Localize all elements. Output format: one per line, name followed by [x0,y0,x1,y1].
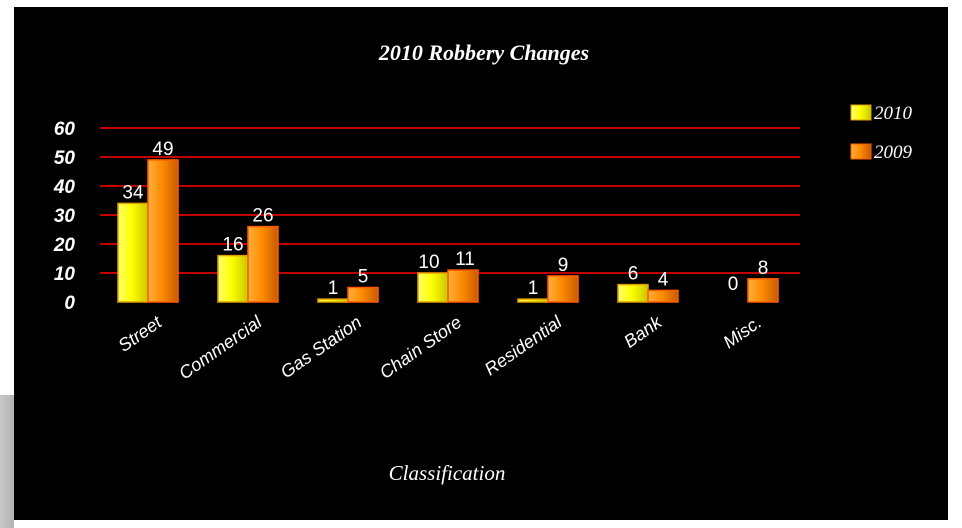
x-axis-ticks: Street Commercial Gas Station Chain Store Re… [114,311,765,383]
bar-2010-chain-store [417,272,449,303]
y-tick-label: 0 [64,293,75,314]
legend-label-2010: 2010 [874,103,913,124]
x-tick-label: Chain Store [376,312,465,383]
legend-swatch-2010 [850,104,872,121]
y-tick-label: 50 [54,148,76,169]
chart-area: 2010 Robbery Changes 0 10 20 30 40 50 60 34 49 1… [14,7,948,520]
data-label-2010: 10 [418,252,439,273]
x-tick-label: Street [114,311,166,356]
data-label-2009: 8 [758,258,769,279]
bar-2009-street [147,159,179,303]
data-label-2010: 34 [122,182,144,203]
y-axis-ticks: 0 10 20 30 40 50 60 [53,119,76,314]
bar-2010-gas-station [317,298,349,303]
y-tick-label: 40 [53,177,76,198]
data-label-2009: 4 [658,269,669,290]
x-axis-title: Classification [389,461,506,485]
y-tick-label: 30 [54,206,76,227]
bar-2010-commercial [217,254,249,303]
x-tick-label: Residential [481,311,566,379]
bar-2009-gas-station [347,286,379,303]
data-label-2009: 26 [252,206,273,227]
x-tick-label: Misc. [719,312,765,352]
y-tick-label: 60 [54,119,76,140]
bar-2009-bank [647,289,679,303]
side-panel [0,395,14,528]
data-label-2010: 16 [222,235,243,256]
x-tick-label: Bank [620,311,666,351]
data-label-2009: 11 [455,249,475,270]
bar-2009-commercial [247,225,279,303]
data-label-2010: 1 [328,278,339,299]
data-label-2009: 49 [152,139,173,160]
legend-swatch-2009 [850,143,872,160]
bars [117,159,779,303]
bar-2010-street [117,202,149,303]
x-tick-label: Commercial [175,311,266,383]
data-label-2010: 0 [728,274,739,295]
y-tick-label: 20 [53,235,76,256]
bar-2010-bank [617,283,649,303]
grid-lines [100,127,800,274]
legend-label-2009: 2009 [874,142,913,163]
data-label-2009: 9 [558,255,569,276]
x-tick-label: Gas Station [277,312,366,382]
data-label-2009: 5 [358,267,369,288]
y-tick-label: 10 [54,264,76,285]
bar-2009-misc- [747,278,779,303]
bar-2009-chain-store [447,269,479,303]
chart-title: 2010 Robbery Changes [378,40,589,65]
bar-2010-residential [517,298,549,303]
data-label-2010: 1 [528,278,539,299]
legend: 2010 2009 [850,103,913,163]
bar-2009-residential [547,275,579,303]
data-label-2010: 6 [628,264,639,285]
